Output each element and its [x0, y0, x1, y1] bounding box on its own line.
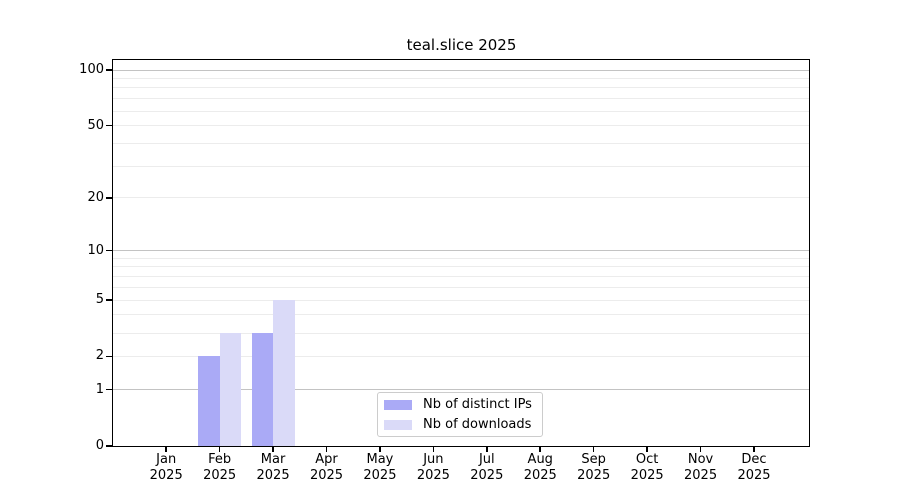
legend-swatch-distinct-ips-icon [384, 399, 412, 410]
bar-mar-nb-of-distinct-ips [251, 333, 274, 446]
x-axis-month-label-oct: Oct 2025 [630, 452, 664, 483]
y-axis-tick-5 [106, 299, 113, 301]
y-minor-gridline-80 [113, 87, 810, 89]
y-major-gridline-100 [113, 69, 810, 71]
x-axis-month-label-sep: Sep 2025 [577, 452, 611, 483]
x-axis-tick-sep [592, 446, 595, 452]
y-minor-gridline-70 [113, 98, 810, 100]
x-axis-tick-apr [325, 446, 328, 452]
x-axis-month-label-jul: Jul 2025 [470, 452, 504, 483]
x-axis-month-label-nov: Nov 2025 [684, 452, 718, 483]
y-axis-tick-label-2: 2 [95, 348, 104, 364]
y-axis-tick-label-1: 1 [95, 381, 104, 397]
y-axis-tick-label-50: 50 [87, 117, 104, 133]
x-axis-tick-nov [699, 446, 702, 452]
x-axis-month-label-apr: Apr 2025 [309, 452, 344, 483]
y-axis-tick-label-100: 100 [79, 62, 104, 77]
y-minor-gridline-4 [113, 314, 810, 316]
x-axis-month-label-may: May 2025 [363, 452, 397, 483]
y-axis-tick-label-5: 5 [95, 292, 104, 308]
chart-title: teal.slice 2025 [406, 36, 517, 54]
bar-feb-nb-of-downloads [219, 333, 242, 446]
x-axis-tick-aug [539, 446, 542, 452]
x-axis-tick-oct [646, 446, 648, 452]
legend-item-downloads: Nb of downloads [384, 417, 534, 433]
y-minor-gridline-3 [113, 332, 810, 334]
y-axis-tick-50 [106, 124, 113, 127]
bar-feb-nb-of-distinct-ips [198, 356, 220, 446]
y-axis-tick-label-0: 0 [95, 438, 104, 453]
y-axis-tick-label-10: 10 [87, 242, 104, 258]
y-major-gridline-10 [113, 250, 810, 252]
legend: Nb of distinct IPs Nb of downloads [377, 392, 543, 437]
y-minor-gridline-2 [113, 355, 810, 357]
y-minor-gridline-5 [113, 299, 810, 301]
x-axis-tick-dec [753, 446, 755, 452]
x-axis-month-label-feb: Feb 2025 [203, 452, 237, 483]
legend-label-downloads: Nb of downloads [423, 416, 532, 432]
y-axis-tick-100 [106, 69, 113, 71]
y-minor-gridline-20 [113, 197, 810, 199]
y-minor-gridline-9 [113, 257, 810, 259]
y-axis-tick-label-20: 20 [87, 189, 104, 205]
x-axis-tick-feb [218, 446, 221, 452]
y-minor-gridline-40 [113, 142, 810, 144]
y-minor-gridline-6 [113, 286, 810, 288]
x-axis-tick-may [379, 446, 381, 452]
y-axis-tick-0 [106, 445, 113, 447]
x-axis-tick-jul [486, 446, 488, 452]
legend-swatch-downloads-icon [384, 419, 412, 430]
y-minor-gridline-50 [113, 125, 810, 127]
x-axis-month-label-jun: Jun 2025 [416, 452, 450, 483]
y-major-gridline-1 [113, 389, 810, 391]
x-axis-tick-jan [165, 446, 167, 452]
legend-item-distinct-ips: Nb of distinct IPs [384, 397, 534, 413]
x-axis-month-label-dec: Dec 2025 [737, 452, 771, 483]
plot-frame [112, 59, 810, 447]
x-axis-tick-jun [432, 446, 435, 452]
y-minor-gridline-30 [113, 165, 810, 167]
bar-mar-nb-of-downloads [273, 300, 295, 446]
y-minor-gridline-8 [113, 266, 810, 268]
y-minor-gridline-7 [113, 276, 810, 278]
x-axis-tick-mar [272, 446, 274, 452]
y-axis-tick-20 [106, 197, 113, 199]
y-minor-gridline-60 [113, 110, 810, 112]
y-axis-tick-2 [106, 355, 113, 358]
x-axis-month-label-aug: Aug 2025 [523, 452, 557, 483]
legend-label-distinct-ips: Nb of distinct IPs [423, 396, 532, 412]
y-axis-tick-10 [106, 249, 113, 252]
x-axis-month-label-jan: Jan 2025 [149, 452, 183, 483]
y-minor-gridline-90 [113, 77, 810, 79]
y-axis-tick-1 [106, 388, 113, 391]
x-axis-month-label-mar: Mar 2025 [256, 452, 290, 483]
